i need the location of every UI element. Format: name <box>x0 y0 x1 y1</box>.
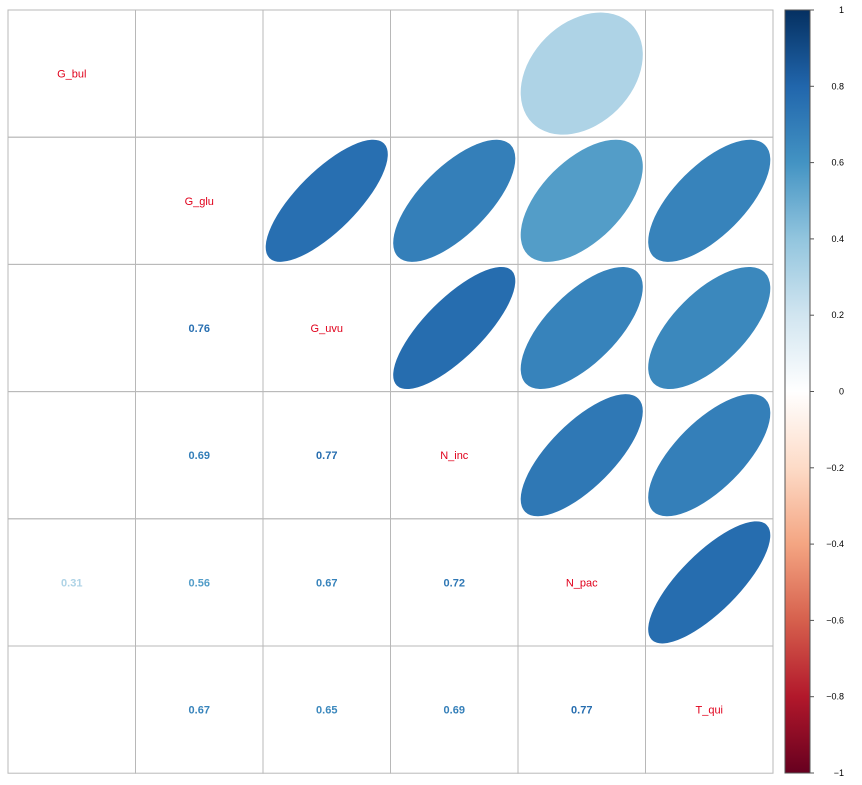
diagonal-label-g-glu: G_glu <box>185 196 214 208</box>
grid-cell <box>7 645 136 774</box>
corr-value-label: 0.65 <box>316 705 337 717</box>
colorbar-tick-label: 0.2 <box>831 310 844 320</box>
corr-value-label: 0.67 <box>316 577 337 589</box>
diagonal-label-g-uvu: G_uvu <box>311 323 343 335</box>
corr-value-label: 0.31 <box>61 577 82 589</box>
corr-value-label: 0.76 <box>189 323 210 335</box>
corr-ellipse <box>648 139 771 262</box>
corr-value-label: 0.77 <box>316 450 337 462</box>
grid-cell <box>135 9 264 138</box>
corr-value-label: 0.69 <box>444 705 465 717</box>
grid-cell <box>262 9 391 138</box>
corr-value-label: 0.77 <box>571 705 592 717</box>
colorbar-tick-label: −0.6 <box>826 615 844 625</box>
corr-value-label: 0.56 <box>189 577 210 589</box>
corr-ellipse <box>520 139 643 262</box>
grid-cell <box>7 391 136 520</box>
corr-ellipse <box>648 266 771 390</box>
colorbar-gradient <box>784 9 811 774</box>
grid-cell <box>645 645 774 774</box>
diagonal-label-n-inc: N_inc <box>440 450 469 462</box>
colorbar: 1 0.8 0.6 0.4 0.2 0 −0.2 −0.4 −0.6 −0.8 −1 <box>784 5 844 778</box>
grid-cell <box>645 9 774 138</box>
colorbar-tick-label: −0.8 <box>826 692 844 702</box>
grid-cell <box>7 136 136 265</box>
colorbar-tick-label: 1 <box>839 5 844 15</box>
corr-ellipse <box>648 521 771 644</box>
grid-cell <box>7 263 136 393</box>
colorbar-tick-label: 0.4 <box>831 234 844 244</box>
corr-ellipse <box>520 266 643 390</box>
corr-ellipse <box>393 266 516 390</box>
diagonal-label-t-qui: T_qui <box>695 705 723 717</box>
corr-ellipse <box>520 394 643 517</box>
grid-cell <box>390 9 519 138</box>
corr-value-label: 0.69 <box>189 450 210 462</box>
colorbar-tick-label: −1 <box>834 768 844 778</box>
diagonal-label-n-pac: N_pac <box>566 577 598 589</box>
colorbar-tick-label: 0.8 <box>831 81 844 91</box>
diagonal-label-g-bul: G_bul <box>57 69 86 81</box>
corr-ellipse <box>520 12 643 135</box>
corr-value-label: 0.72 <box>444 577 465 589</box>
colorbar-tick-label: −0.4 <box>826 539 844 549</box>
matrix-cells: G_bul G_glu G_uvu N_inc N_pac T_qui 0.31 0.76 0.… <box>7 9 774 774</box>
corr-value-label: 0.67 <box>189 705 210 717</box>
colorbar-tick-label: 0.6 <box>831 158 844 168</box>
corr-ellipse <box>648 394 771 517</box>
colorbar-tick-label: −0.2 <box>826 463 844 473</box>
corr-ellipse <box>265 139 388 262</box>
colorbar-tick-label: 0 <box>839 387 844 397</box>
corr-ellipse <box>393 139 516 262</box>
